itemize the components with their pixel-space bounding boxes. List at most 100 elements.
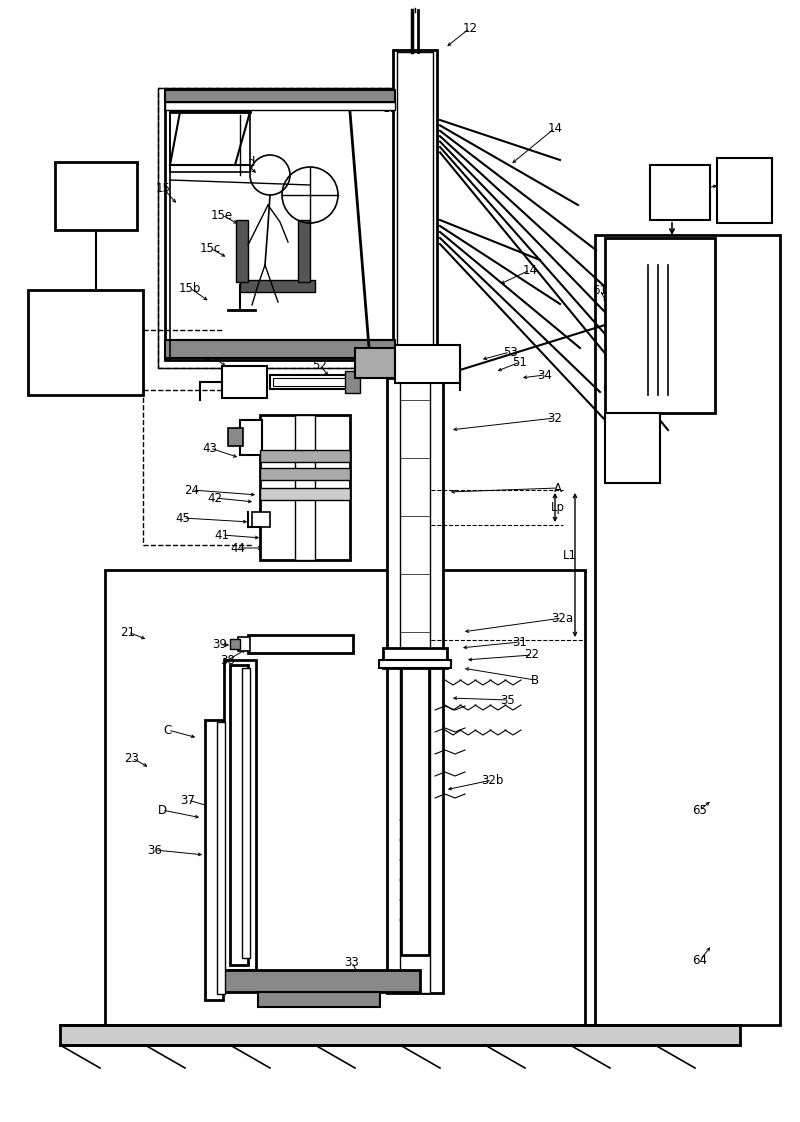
Text: 制御装置: 制御装置 [71,323,99,337]
Text: 22: 22 [525,649,539,662]
Bar [248,635,353,653]
Text: 11: 11 [382,101,398,114]
Bar [605,238,715,413]
Text: 43: 43 [202,441,218,454]
Text: 15a: 15a [284,93,306,107]
Bar [258,992,380,1008]
Bar [232,665,246,965]
Text: 35: 35 [501,693,515,707]
Bar [318,415,350,560]
Bar [260,468,350,480]
Text: 64: 64 [693,954,707,966]
Text: 45: 45 [175,512,190,524]
Bar [295,415,315,560]
Bar [217,721,225,994]
Bar [170,112,250,172]
Text: 控制装置: 控制装置 [72,343,98,353]
Bar [650,165,710,220]
Bar [165,102,395,110]
Bar [387,378,443,993]
Bar [395,344,425,383]
Text: 54: 54 [205,349,219,362]
Text: 51: 51 [513,356,527,368]
Text: 25: 25 [653,174,667,186]
Bar [60,1026,740,1045]
Text: 39: 39 [213,638,227,652]
Bar [238,637,250,651]
Text: 26: 26 [34,333,50,347]
Text: 13: 13 [413,58,427,72]
Bar [242,668,250,958]
Text: A: A [554,481,562,495]
Text: 38: 38 [221,653,235,666]
Bar [165,90,395,360]
Bar [383,649,447,668]
Bar [355,348,460,378]
Text: 15c: 15c [199,241,221,255]
Bar [230,640,240,649]
Bar [420,665,429,955]
Bar [236,220,248,282]
Bar [595,234,780,1026]
Text: 34: 34 [538,368,553,381]
Bar [379,660,451,668]
Text: 61: 61 [593,284,607,296]
Bar [158,88,406,368]
Text: 12: 12 [462,21,478,35]
Bar [230,665,248,965]
Text: C: C [164,724,172,736]
Bar [400,378,430,993]
Text: 15e: 15e [211,209,233,221]
Text: 14: 14 [522,264,538,276]
Bar [165,340,395,358]
Bar [260,415,295,560]
Text: 63: 63 [690,184,706,196]
Bar [270,375,350,389]
Bar [207,720,221,1000]
Text: 42: 42 [207,491,222,505]
Text: 65: 65 [693,803,707,817]
Text: L1: L1 [563,549,577,561]
Bar [260,415,350,560]
Bar [260,488,350,500]
Text: D: D [158,803,166,817]
Text: 62: 62 [602,381,618,395]
Bar [55,162,137,230]
Bar [387,378,397,993]
Text: 37: 37 [181,793,195,807]
Bar [397,52,433,358]
Bar [395,344,460,383]
Text: 32b: 32b [481,773,503,787]
Text: 44: 44 [230,542,246,554]
Text: 36: 36 [147,844,162,856]
Bar [105,570,585,1026]
Text: 32a: 32a [551,611,573,625]
Bar [224,660,256,971]
Text: 52: 52 [313,359,327,371]
Bar [220,971,420,992]
Bar [383,649,403,668]
Bar [355,348,395,378]
Bar [252,512,270,527]
Text: 15: 15 [155,182,170,194]
Text: 32: 32 [547,412,562,424]
Bar [28,289,143,395]
Text: 15b: 15b [179,282,201,294]
Bar [433,378,443,993]
Text: 23: 23 [125,752,139,764]
Bar [248,635,288,653]
Bar [273,378,347,386]
Bar [717,158,772,223]
Text: 33: 33 [345,956,359,968]
Text: 27: 27 [54,174,70,186]
Text: 21: 21 [121,625,135,638]
Bar [205,720,223,1000]
Text: B: B [531,673,539,687]
Bar [298,220,310,282]
Bar [308,635,353,653]
Bar [345,371,360,393]
Bar [430,348,458,380]
Text: 31: 31 [513,635,527,649]
Text: 53: 53 [502,346,518,359]
Bar [393,50,437,360]
